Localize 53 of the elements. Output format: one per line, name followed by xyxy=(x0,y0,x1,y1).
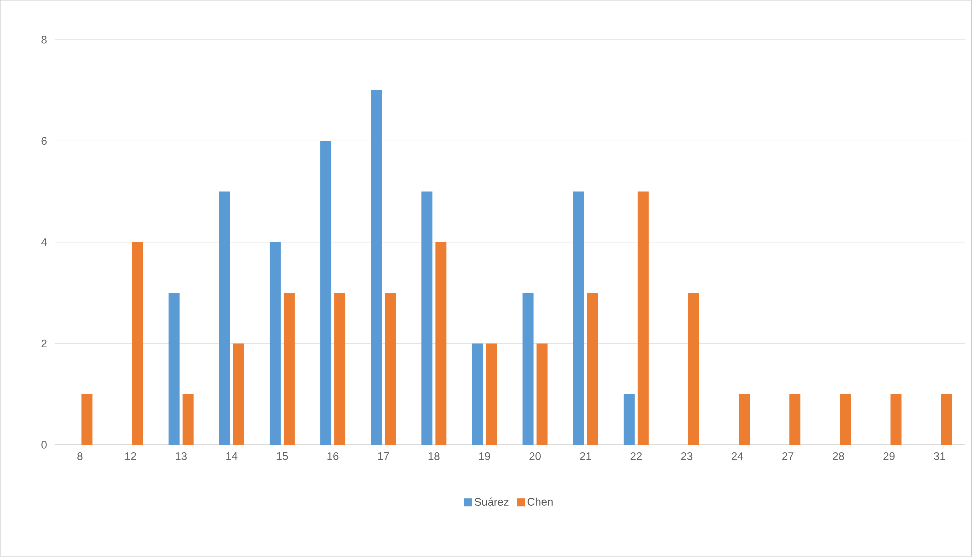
x-tick-label: 22 xyxy=(630,452,642,460)
bar xyxy=(168,293,180,446)
bar xyxy=(739,394,750,446)
y-tick-label: 6 xyxy=(42,137,47,146)
y-tick-label: 4 xyxy=(42,238,48,246)
x-tick-label: 18 xyxy=(428,452,440,460)
bar xyxy=(522,293,534,446)
bar xyxy=(638,192,649,446)
bar xyxy=(132,242,144,446)
y-tick-label: 2 xyxy=(42,340,47,348)
x-tick-label: 21 xyxy=(580,452,592,460)
bar xyxy=(182,394,194,446)
bar xyxy=(219,192,230,446)
x-tick-label: 17 xyxy=(378,452,390,460)
bar xyxy=(422,192,433,446)
bar xyxy=(436,242,447,446)
x-tick-label: 16 xyxy=(328,452,339,460)
x-tick-label: 8 xyxy=(78,452,83,460)
legend-label: Chen xyxy=(528,498,553,506)
x-tick-label: 31 xyxy=(934,452,946,460)
x-tick-label: 24 xyxy=(732,452,744,460)
x-tick-label: 23 xyxy=(681,452,693,460)
y-tick-label: 0 xyxy=(42,441,47,449)
x-tick-label: 28 xyxy=(833,452,844,460)
bar xyxy=(624,394,635,446)
bar xyxy=(82,394,93,446)
bar xyxy=(371,90,382,446)
bar xyxy=(486,344,498,446)
bar xyxy=(334,293,346,446)
x-tick-label: 29 xyxy=(884,452,895,460)
y-tick-label: 8 xyxy=(42,36,47,44)
legend-label: Suárez xyxy=(474,498,509,506)
bar xyxy=(284,293,295,446)
bar xyxy=(385,293,396,446)
x-tick-label: 15 xyxy=(277,452,288,460)
x-tick-label: 14 xyxy=(226,452,238,460)
x-tick-label: 13 xyxy=(176,452,187,460)
x-tick-label: 27 xyxy=(782,452,794,460)
bar xyxy=(587,293,598,446)
bar xyxy=(270,242,281,446)
bar xyxy=(573,192,584,446)
bar xyxy=(536,344,548,446)
bar xyxy=(840,394,852,446)
bar xyxy=(688,293,700,446)
x-tick-label: 20 xyxy=(530,452,541,460)
bar xyxy=(320,141,332,446)
bar xyxy=(790,394,801,446)
x-tick-label: 19 xyxy=(479,452,490,460)
bar xyxy=(890,394,902,446)
bar xyxy=(233,344,244,446)
x-tick-label: 12 xyxy=(125,452,136,460)
bar xyxy=(472,344,484,446)
bar xyxy=(941,394,952,446)
